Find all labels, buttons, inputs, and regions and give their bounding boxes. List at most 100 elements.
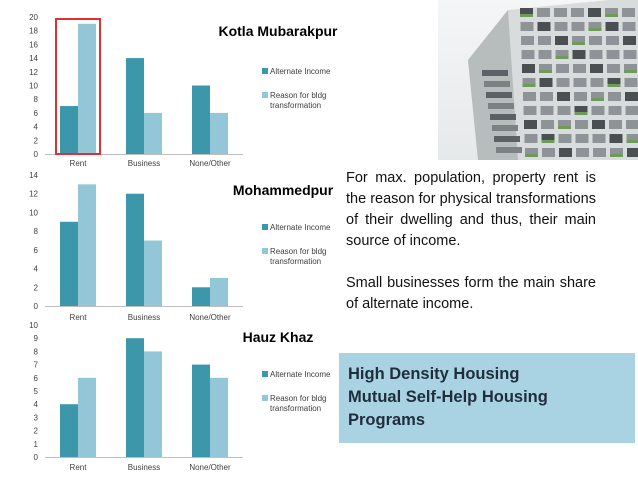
side-block: [494, 136, 520, 142]
window-block: [626, 120, 638, 129]
bar-reason-business: [144, 240, 162, 306]
window-block: [558, 120, 571, 129]
window-block: [625, 106, 638, 115]
planter-block: [520, 14, 533, 17]
legend-label: Reason for bldg: [270, 394, 326, 403]
programs-box: High Density Housing Mutual Self-Help Ho…: [339, 353, 635, 443]
x-tick-label: None/Other: [189, 159, 231, 168]
chart-mohammedpur: 0 2 4 6 8 10 12 14 Rent Business None/Other Mohamme…: [0, 166, 338, 326]
y-tick-label: 2: [34, 283, 39, 292]
y-tick-label: 14: [29, 54, 38, 63]
x-tick-label: Rent: [70, 159, 88, 168]
window-block: [575, 134, 589, 143]
window-block: [523, 106, 537, 115]
window-block: [554, 8, 567, 17]
window-block: [524, 120, 537, 129]
window-block: [573, 78, 587, 87]
window-block: [625, 92, 638, 101]
legend-swatch: [262, 371, 268, 377]
legend-label: transformation: [270, 101, 321, 110]
legend-swatch: [262, 224, 268, 230]
window-block: [605, 8, 618, 17]
window-block: [558, 134, 572, 143]
bar-alternate-income-none-other: [192, 85, 210, 154]
window-block: [554, 22, 568, 31]
programs-line-1: High Density Housing: [348, 365, 520, 383]
window-block: [555, 50, 569, 59]
chart-svg: 0 2 4 6 8 10 12 14 Rent Business None/Other Mohamme…: [29, 171, 334, 322]
window-block: [572, 36, 585, 45]
x-tick-label: Business: [128, 159, 160, 168]
y-tick-label: 8: [34, 227, 39, 236]
legend-swatch: [262, 68, 268, 74]
y-tick-label: 3: [34, 413, 39, 422]
planter-block: [605, 14, 618, 17]
y-tick-label: 2: [34, 136, 39, 145]
window-block: [537, 22, 551, 31]
window-block: [591, 106, 605, 115]
window-block: [525, 148, 538, 157]
window-block: [571, 8, 584, 17]
y-tick-label: 4: [34, 123, 39, 132]
window-block: [541, 120, 554, 129]
bar-reason-none-other: [210, 112, 228, 154]
window-block: [575, 120, 588, 129]
programs-line-3: Programs: [348, 411, 426, 429]
window-block: [576, 148, 589, 157]
legend-label: transformation: [270, 257, 321, 266]
bar-alternate-income-rent: [60, 221, 78, 306]
bar-alternate-income-business: [126, 58, 144, 154]
window-block: [542, 148, 555, 157]
bar-alternate-income-business: [126, 193, 144, 306]
y-tick-label: 20: [29, 13, 38, 22]
window-block: [540, 92, 553, 101]
bar-alternate-income-none-other: [192, 364, 210, 457]
window-block: [589, 36, 602, 45]
window-block: [626, 134, 638, 143]
legend-swatch: [262, 92, 268, 98]
planter-block: [572, 42, 585, 45]
window-block: [522, 78, 536, 87]
y-tick-label: 18: [29, 27, 38, 36]
legend-swatch: [262, 248, 268, 254]
window-block: [539, 64, 552, 73]
bar-alternate-income-rent: [60, 106, 78, 154]
chart-svg: 0 2 4 6 8 10 12 14 16 18 20 Rent Business None/Other K…: [29, 13, 338, 168]
window-block: [588, 22, 602, 31]
planter-block: [525, 154, 538, 157]
planter-block: [558, 126, 571, 129]
planter-block: [624, 70, 637, 73]
window-block: [592, 134, 606, 143]
chart-svg: 0 1 2 3 4 5 6 7 8 9 10 Rent Business None/Other Hauz K…: [29, 321, 331, 472]
bar-alternate-income-rent: [60, 404, 78, 457]
legend-label: Reason for bldg: [270, 247, 326, 256]
window-block: [522, 64, 535, 73]
x-tick-label: Rent: [70, 313, 88, 322]
y-tick-label: 7: [34, 361, 39, 370]
y-tick-label: 12: [29, 68, 38, 77]
description-text: For max. population, property rent is th…: [346, 168, 596, 336]
side-block: [488, 103, 514, 109]
y-tick-label: 8: [34, 95, 39, 104]
y-tick-label: 2: [34, 427, 39, 436]
window-block: [610, 148, 623, 157]
bar-reason-rent: [78, 184, 96, 306]
window-block: [623, 36, 636, 45]
side-block: [484, 81, 510, 87]
planter-block: [541, 140, 555, 143]
window-block: [606, 50, 620, 59]
legend-label: transformation: [270, 404, 321, 413]
side-block: [490, 114, 516, 120]
planter-block: [626, 140, 638, 143]
y-tick-label: 12: [29, 190, 38, 199]
window-block: [523, 92, 536, 101]
bar-reason-none-other: [210, 277, 228, 306]
planter-block: [591, 98, 604, 101]
window-block: [557, 92, 570, 101]
chart-title: Kotla Mubarakpur: [218, 23, 338, 39]
window-block: [607, 64, 620, 73]
window-block: [574, 106, 588, 115]
planter-block: [588, 28, 602, 31]
window-block: [590, 78, 604, 87]
y-tick-label: 6: [34, 246, 39, 255]
